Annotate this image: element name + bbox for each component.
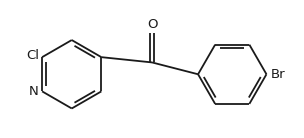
Text: Cl: Cl: [26, 49, 39, 62]
Text: O: O: [147, 18, 157, 31]
Text: N: N: [28, 85, 38, 98]
Text: Br: Br: [271, 68, 285, 81]
